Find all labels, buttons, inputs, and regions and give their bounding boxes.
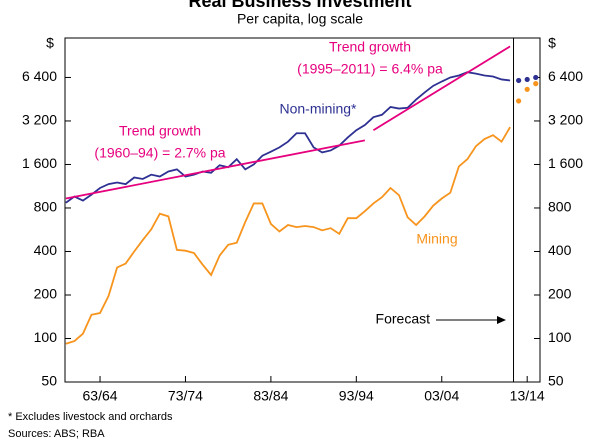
series-label: Mining (416, 231, 457, 247)
chart-title: Real Business Investment (188, 0, 411, 11)
y2-tick-label: 800 (548, 199, 572, 215)
footnote: Sources: ABS; RBA (8, 428, 105, 440)
y-tick-label: 400 (34, 242, 58, 258)
y2-tick-label: 100 (548, 329, 572, 345)
trend-label: Trend growth (329, 39, 411, 55)
series-line (65, 71, 511, 204)
y2-tick-label: 200 (548, 286, 572, 302)
y2-tick-label: 50 (548, 373, 564, 389)
forecast-label: Forecast (376, 311, 431, 327)
y-tick-label: 200 (34, 286, 58, 302)
y-tick-label: 3 200 (22, 112, 57, 128)
y-tick-label: 1 600 (22, 155, 57, 171)
series-line (65, 126, 511, 345)
chart-subtitle: Per capita, log scale (237, 11, 363, 27)
y-tick-label: 50 (41, 373, 57, 389)
forecast-point (533, 81, 539, 87)
footnote: * Excludes livestock and orchards (8, 411, 173, 423)
plot-frame (64, 37, 541, 383)
forecast-point (524, 86, 530, 92)
x-tick-label: 73/74 (168, 388, 203, 404)
forecast-arrowhead (497, 316, 506, 324)
y-unit: $ (46, 35, 54, 51)
trend-line (372, 45, 511, 132)
x-tick-label: 63/64 (83, 388, 118, 404)
trend-label: Trend growth (119, 123, 201, 139)
y2-tick-label: 6 400 (548, 68, 583, 84)
x-tick-label: 03/04 (424, 388, 459, 404)
x-tick-label: 13/14 (510, 388, 545, 404)
y-tick-label: 100 (34, 329, 58, 345)
y2-tick-label: 400 (548, 242, 572, 258)
y-tick-label: 800 (34, 199, 58, 215)
y2-tick-label: 3 200 (548, 112, 583, 128)
y2-unit: $ (548, 35, 556, 51)
trend-label: (1995–2011) = 6.4% pa (297, 61, 443, 77)
y-tick-label: 6 400 (22, 68, 57, 84)
forecast-point (516, 77, 522, 84)
y2-tick-label: 1 600 (548, 155, 583, 171)
series-label: Non-mining* (279, 101, 357, 117)
forecast-point (516, 98, 522, 104)
x-tick-label: 93/94 (339, 388, 374, 404)
forecast-point (524, 76, 530, 83)
trend-line (65, 139, 366, 200)
trend-label: (1960–94) = 2.7% pa (94, 145, 225, 161)
x-tick-label: 83/84 (253, 388, 288, 404)
forecast-point (533, 74, 539, 81)
